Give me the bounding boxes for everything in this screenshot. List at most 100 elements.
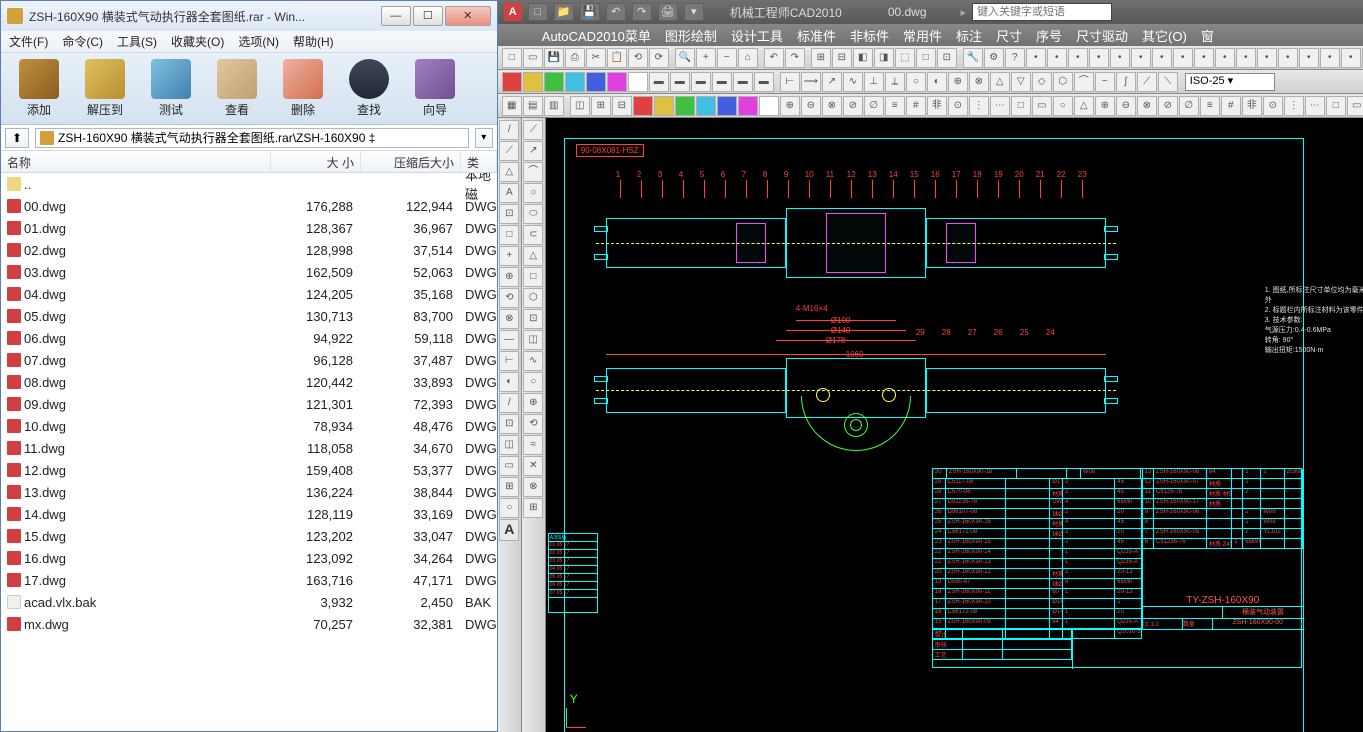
menu-item[interactable]: 收藏夹(O) [171,33,224,50]
toolbar-icon[interactable]: 💾 [544,48,564,68]
new-icon[interactable]: □ [528,3,548,21]
file-row[interactable]: 05.dwg130,71383,700DWG [1,305,497,327]
toolbar-icon[interactable]: ▬ [670,72,690,92]
header-packed[interactable]: 压缩后大小 [361,151,461,172]
file-row[interactable]: 12.dwg159,40853,377DWG [1,459,497,481]
toolbar-icon[interactable]: 🔧 [963,48,983,68]
toolbar-icon[interactable]: ◇ [1032,72,1052,92]
acad-menu-item[interactable]: 设计工具 [731,26,783,45]
toolbar-icon[interactable]: • [1341,48,1361,68]
toolbar-icon[interactable]: • [1026,48,1046,68]
toolbar-icon[interactable]: ▬ [754,72,774,92]
toolbar-icon[interactable]: ⬚ [895,48,915,68]
toolbar-icon[interactable]: ▭ [1032,96,1052,116]
toolbar-icon[interactable] [607,72,627,92]
file-row[interactable]: 14.dwg128,11933,169DWG [1,503,497,525]
toolbar-icon[interactable]: ⊖ [801,96,821,116]
toolbar-icon[interactable]: # [1221,96,1241,116]
toolbar-icon[interactable]: ⊗ [523,477,543,497]
toolbar-icon[interactable]: □ [1011,96,1031,116]
acad-menu-item[interactable]: 标注 [956,26,982,45]
toolbar-icon[interactable]: △ [523,246,543,266]
acad-logo-icon[interactable]: A [504,3,522,21]
file-row[interactable]: 03.dwg162,50952,063DWG [1,261,497,283]
file-row[interactable]: 15.dwg123,20233,047DWG [1,525,497,547]
toolbar-icon[interactable]: ⊖ [1116,96,1136,116]
toolbar-icon[interactable]: ▦ [502,96,522,116]
header-size[interactable]: 大 小 [271,151,361,172]
toolbar-icon[interactable]: ∅ [1179,96,1199,116]
toolbar-icon[interactable]: ∅ [864,96,884,116]
text-tool-icon[interactable]: A [499,519,519,541]
toolbar-icon[interactable] [717,96,737,116]
toolbar-icon[interactable]: ▭ [499,456,519,476]
toolbar-icon[interactable]: ⊗ [1137,96,1157,116]
dim-style-select[interactable]: ISO-25 ▾ [1185,73,1275,91]
toolbar-icon[interactable]: ⟳ [649,48,669,68]
toolbar-icon[interactable]: ≡ [885,96,905,116]
toolbar-icon[interactable]: ⟋ [499,141,519,161]
toolbar-icon[interactable]: 📋 [607,48,627,68]
toolbar-icon[interactable]: 🔍 [675,48,695,68]
toolbar-icon[interactable]: ⟶ [801,72,821,92]
toolbar-icon[interactable]: • [1131,48,1151,68]
toolbar-icon[interactable]: ⊕ [780,96,800,116]
toolbar-icon[interactable]: □ [502,48,522,68]
toolbar-icon[interactable] [544,72,564,92]
minimize-button[interactable]: — [381,6,411,26]
toolbar-icon[interactable]: ⊡ [499,414,519,434]
toolbar-icon[interactable]: ⋯ [990,96,1010,116]
toolbar-icon[interactable]: ~ [1095,72,1115,92]
file-row[interactable]: 06.dwg94,92259,118DWG [1,327,497,349]
toolbar-icon[interactable]: ⊞ [523,498,543,518]
toolbar-icon[interactable]: ⊡ [937,48,957,68]
toolbar-icon[interactable]: • [1320,48,1340,68]
toolbar-icon[interactable]: ▽ [1011,72,1031,92]
toolbar-icon[interactable]: ≈ [523,435,543,455]
menu-item[interactable]: 帮助(H) [293,33,334,50]
file-row[interactable]: 13.dwg136,22438,844DWG [1,481,497,503]
toolbar-icon[interactable]: ↗ [523,141,543,161]
file-row[interactable]: 00.dwg176,288122,944DWG [1,195,497,217]
toolbar-icon[interactable] [586,72,606,92]
toolbar-icon[interactable]: ▬ [733,72,753,92]
toolbar-icon[interactable]: ◫ [523,330,543,350]
toolbar-icon[interactable]: ⟲ [628,48,648,68]
acad-menu-item[interactable]: 其它(O) [1142,26,1187,45]
toolbar-icon[interactable]: ⊗ [822,96,842,116]
toolbar-icon[interactable] [654,96,674,116]
toolbar-find-button[interactable]: 查找 [337,57,401,121]
toolbar-icon[interactable]: ⌒ [1074,72,1094,92]
toolbar-icon[interactable]: • [1110,48,1130,68]
acad-menu-item[interactable]: 常用件 [903,26,942,45]
toolbar-del-button[interactable]: 删除 [271,57,335,121]
acad-titlebar[interactable]: A □ 📁 💾 ↶ ↷ 🖨 ▾ 机械工程师CAD2010 00.dwg ▸ [498,0,1363,24]
toolbar-icon[interactable]: ⌂ [738,48,758,68]
toolbar-icon[interactable]: + [696,48,716,68]
open-icon[interactable]: 📁 [554,3,574,21]
close-button[interactable]: ✕ [445,6,491,26]
toolbar-icon[interactable]: ◐ [499,372,519,392]
toolbar-icon[interactable]: / [499,393,519,413]
toolbar-icon[interactable]: A [499,183,519,203]
toolbar-icon[interactable]: ⊂ [523,225,543,245]
toolbar-wiz-button[interactable]: 向导 [403,57,467,121]
toolbar-icon[interactable]: ○ [523,372,543,392]
toolbar-icon[interactable]: / [499,120,519,140]
toolbar-icon[interactable]: • [1173,48,1193,68]
toolbar-icon[interactable]: ⋮ [1284,96,1304,116]
acad-menu-item[interactable]: 尺寸驱动 [1076,26,1128,45]
toolbar-icon[interactable]: • [1299,48,1319,68]
toolbar-icon[interactable]: ⊙ [948,96,968,116]
toolbar-icon[interactable]: △ [499,162,519,182]
toolbar-icon[interactable]: ⊟ [612,96,632,116]
toolbar-icon[interactable]: □ [499,225,519,245]
toolbar-icon[interactable] [633,96,653,116]
toolbar-icon[interactable]: ⊕ [523,393,543,413]
toolbar-icon[interactable]: ⊢ [499,351,519,371]
toolbar-icon[interactable]: ⊞ [811,48,831,68]
toolbar-icon[interactable]: ▤ [523,96,543,116]
toolbar-icon[interactable]: ▭ [1347,96,1363,116]
toolbar-icon[interactable] [696,96,716,116]
toolbar-icon[interactable]: ↶ [764,48,784,68]
